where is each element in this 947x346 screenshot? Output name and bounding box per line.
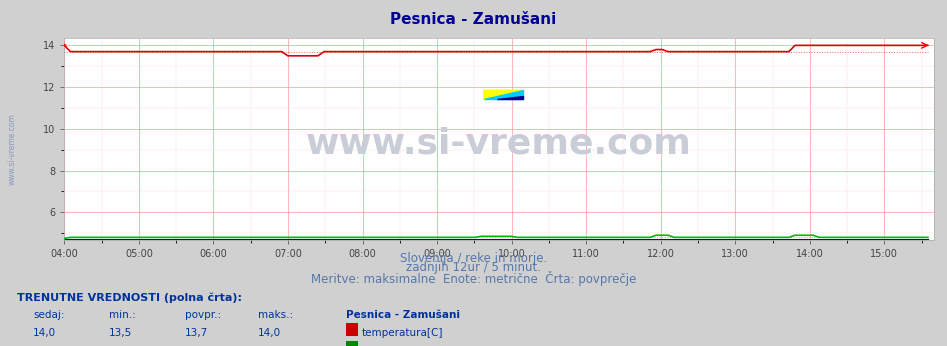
Text: www.si-vreme.com: www.si-vreme.com [306,126,692,160]
Text: sedaj:: sedaj: [33,310,64,320]
Text: maks.:: maks.: [258,310,293,320]
Text: temperatura[C]: temperatura[C] [362,328,443,338]
Text: min.:: min.: [109,310,135,320]
Text: www.si-vreme.com: www.si-vreme.com [8,113,17,185]
Text: Meritve: maksimalne  Enote: metrične  Črta: povprečje: Meritve: maksimalne Enote: metrične Črta… [311,271,636,285]
Text: 13,5: 13,5 [109,328,133,338]
Text: Pesnica - Zamušani: Pesnica - Zamušani [346,310,459,320]
Text: povpr.:: povpr.: [185,310,221,320]
Text: 14,0: 14,0 [258,328,280,338]
Text: TRENUTNE VREDNOSTI (polna črta):: TRENUTNE VREDNOSTI (polna črta): [17,292,242,303]
Polygon shape [497,96,523,99]
Text: Pesnica - Zamušani: Pesnica - Zamušani [390,12,557,27]
Text: Slovenija / reke in morje.: Slovenija / reke in morje. [400,252,547,265]
Text: 13,7: 13,7 [185,328,208,338]
Text: zadnjih 12ur / 5 minut.: zadnjih 12ur / 5 minut. [406,261,541,274]
Polygon shape [484,90,523,99]
Text: 14,0: 14,0 [33,328,56,338]
Polygon shape [484,90,523,99]
